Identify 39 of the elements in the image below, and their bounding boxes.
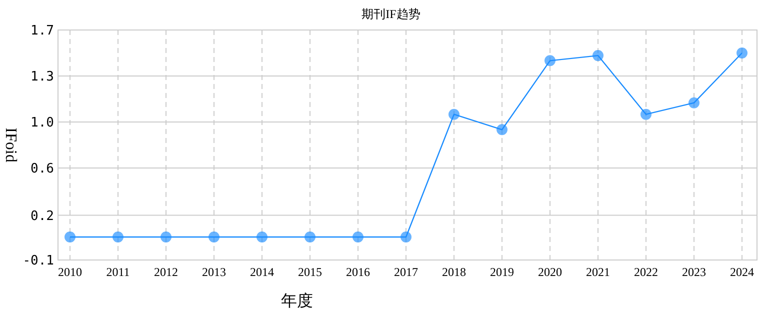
point — [736, 48, 748, 58]
point — [640, 108, 652, 120]
x-tick-label: 2015 — [298, 265, 322, 279]
x-tick-label: 2016 — [346, 265, 370, 279]
y-tick-label: 1.7 — [30, 24, 54, 39]
x-tick-label: 2010 — [58, 265, 82, 279]
x-tick-label: 2014 — [250, 265, 274, 279]
point — [208, 232, 220, 242]
x-tick-label: 2017 — [394, 265, 418, 279]
x-tick-label: 2011 — [106, 265, 130, 279]
point — [544, 55, 556, 66]
y-tick-label: 0.6 — [30, 162, 54, 177]
y-tick-label: -0.1 — [22, 254, 54, 269]
x-tick-label: 2022 — [634, 265, 658, 279]
x-tick-label: 2013 — [202, 265, 226, 279]
point — [592, 50, 604, 62]
point — [64, 232, 76, 242]
y-tick-label: 1.0 — [30, 116, 54, 131]
y-tick-label: 0.2 — [30, 208, 54, 224]
x-tick-label: 2012 — [154, 265, 178, 279]
point — [304, 232, 316, 242]
x-tick-label: 2024 — [730, 265, 754, 279]
point — [352, 232, 364, 242]
point — [688, 97, 700, 108]
point — [400, 232, 412, 242]
x-axis-title: 年度 — [281, 292, 313, 310]
x-tick-label: 2020 — [538, 265, 562, 279]
x-tick-label: 2018 — [442, 265, 466, 279]
y-axis-title: IFoid — [2, 128, 19, 162]
y-tick-label: 1.3 — [30, 70, 54, 85]
x-tick-label: 2021 — [586, 265, 610, 279]
point — [448, 108, 460, 120]
x-tick-label: 2019 — [490, 265, 514, 279]
point — [496, 124, 508, 136]
point — [112, 232, 124, 242]
x-tick-label: 2023 — [682, 265, 706, 279]
point — [160, 232, 172, 242]
point — [256, 232, 268, 242]
chart-title: 期刊IF趋势 — [362, 7, 420, 21]
